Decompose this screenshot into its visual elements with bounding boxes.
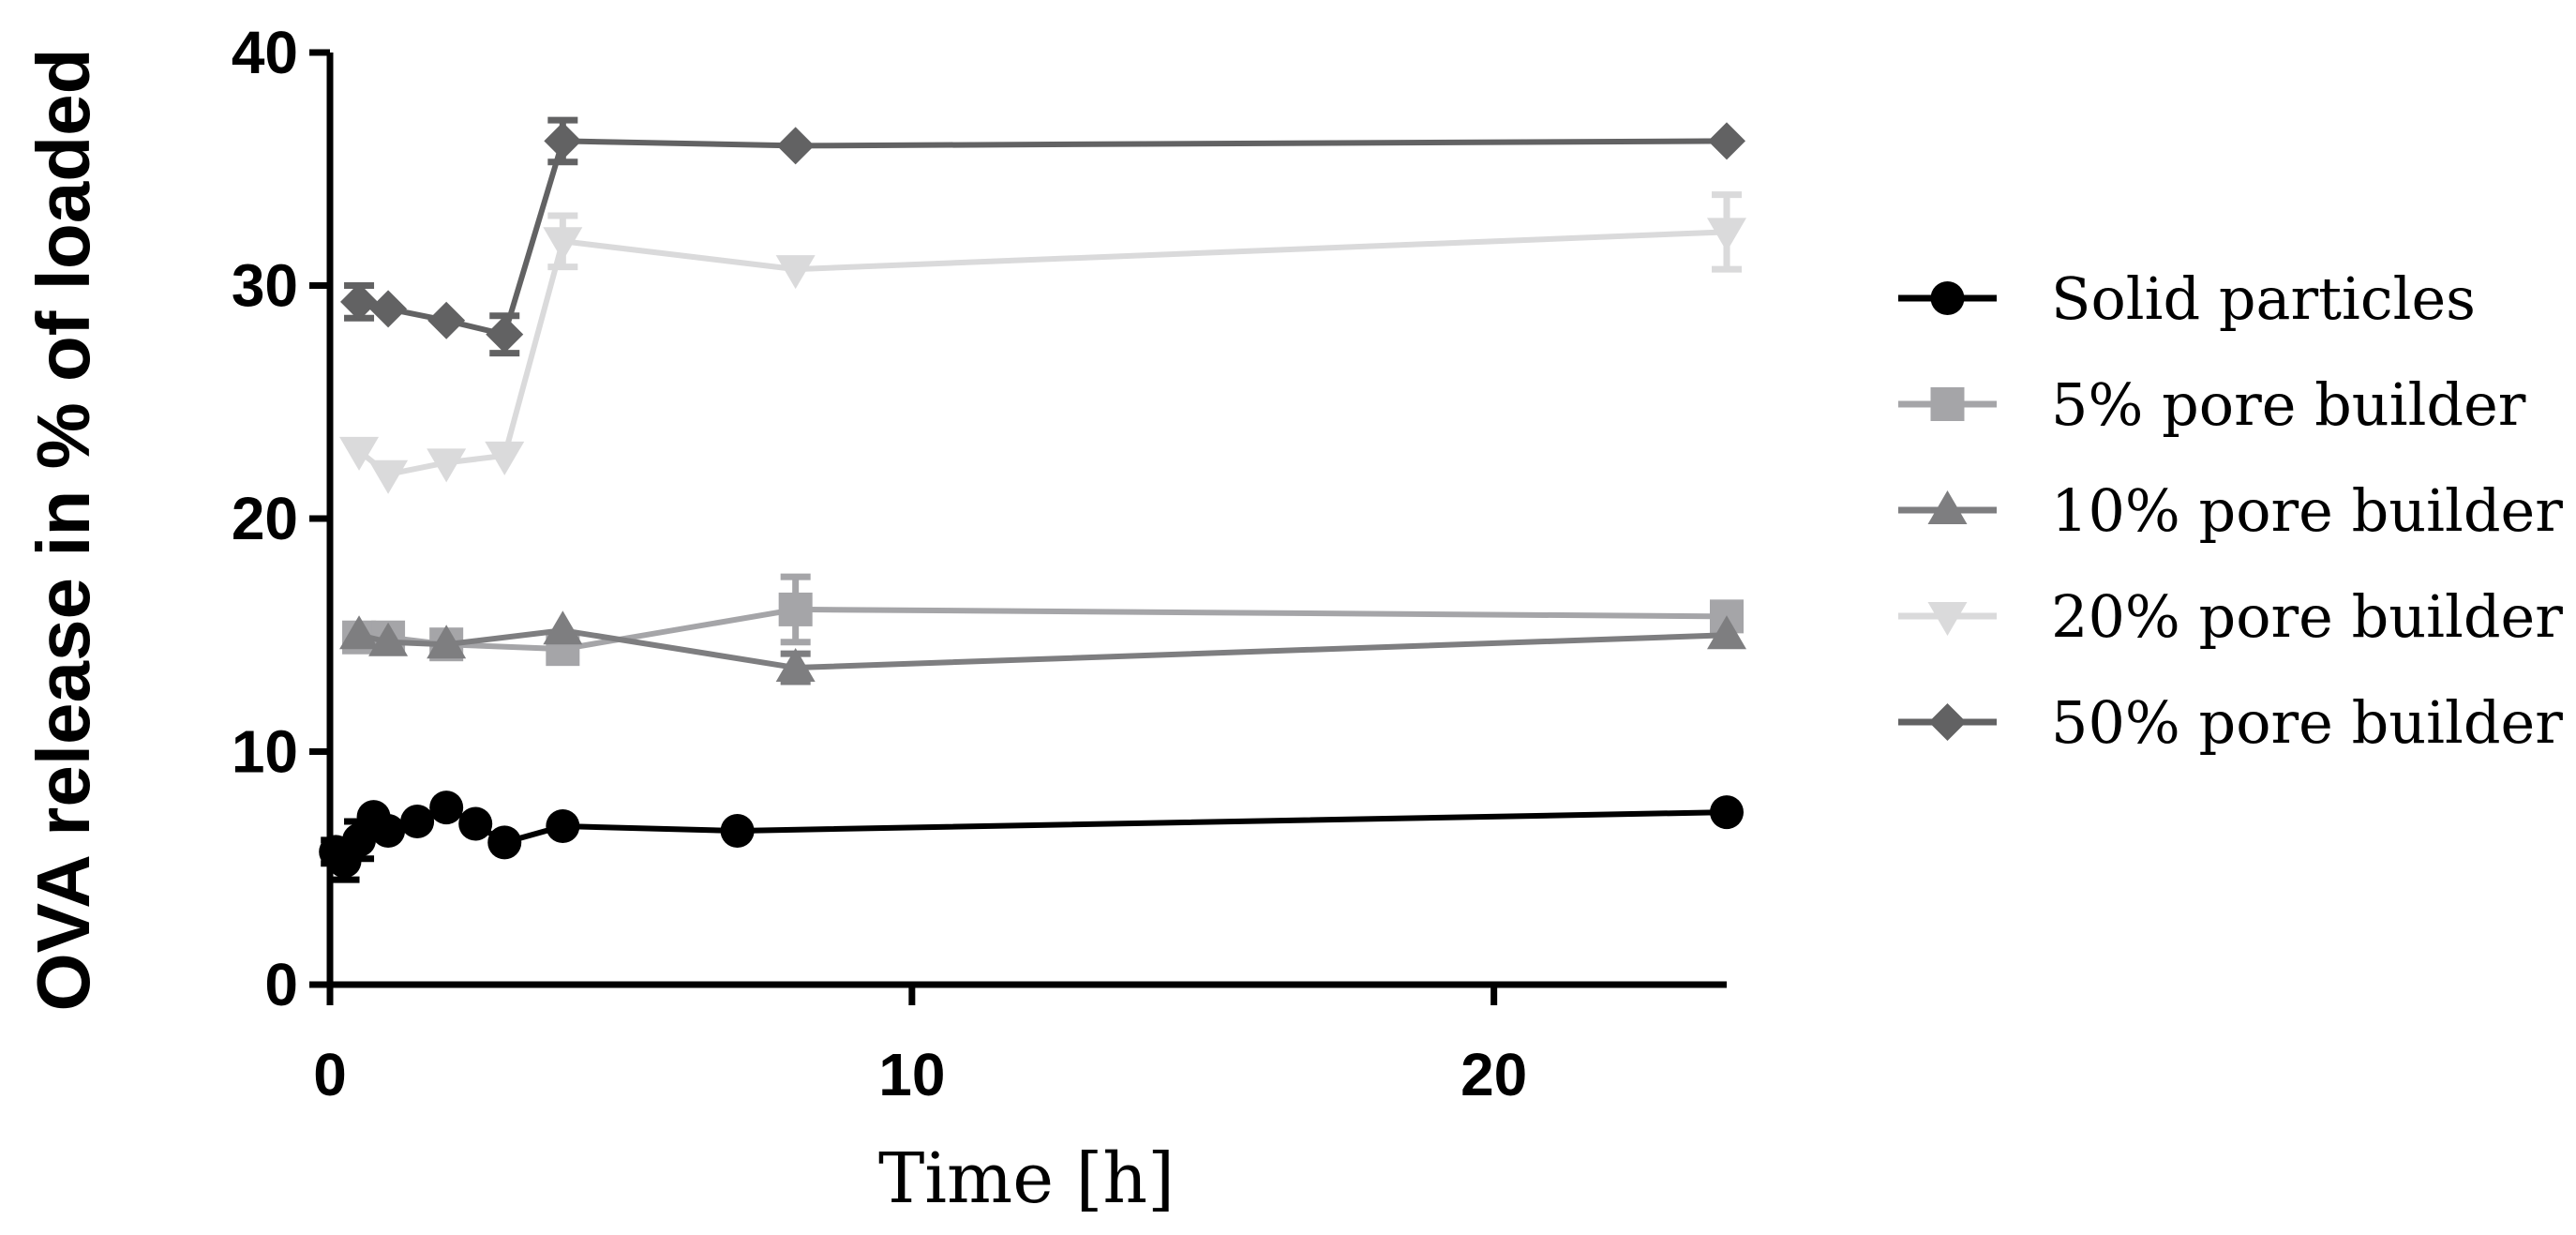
data-point <box>339 615 380 650</box>
x-tick-label: 10 <box>878 1041 945 1108</box>
legend-label: 5% pore builder <box>2051 370 2526 439</box>
data-point <box>485 441 525 475</box>
data-point <box>369 290 408 328</box>
x-tick-label: 0 <box>313 1041 347 1108</box>
axes <box>326 53 1727 988</box>
legend-item: 50% pore builder <box>1898 688 2563 757</box>
legend-marker <box>1930 387 1965 421</box>
data-point <box>487 825 522 860</box>
x-ticks: 0 10 20 <box>313 985 1527 1108</box>
data-point <box>775 648 816 683</box>
data-point <box>778 592 813 626</box>
data-point <box>543 227 583 262</box>
data-point <box>429 791 464 825</box>
series-3 <box>339 610 1746 685</box>
series-layer <box>319 116 1746 883</box>
legend-label: Solid particles <box>2051 264 2476 333</box>
y-ticks: 0 10 20 30 40 <box>232 19 330 1018</box>
data-point <box>1710 795 1744 830</box>
y-tick-label: 40 <box>232 19 298 86</box>
legend-label: 20% pore builder <box>2051 582 2563 651</box>
y-axis-title: OVA release in % of loaded <box>22 49 105 1012</box>
data-point <box>340 282 379 321</box>
data-point <box>720 813 755 848</box>
data-point <box>543 610 583 645</box>
data-point <box>1707 615 1746 650</box>
x-axis-title: Time [h] <box>878 1138 1175 1219</box>
legend-item: Solid particles <box>1898 264 2476 333</box>
x-tick-label: 20 <box>1460 1041 1527 1108</box>
legend-marker <box>1928 703 1967 741</box>
data-point <box>427 301 466 339</box>
y-tick-label: 0 <box>264 951 298 1018</box>
series-5 <box>340 116 1745 357</box>
data-point <box>400 805 435 839</box>
data-point <box>546 809 580 844</box>
data-point <box>427 625 467 659</box>
legend-marker <box>1927 490 1968 524</box>
data-point <box>1708 122 1745 160</box>
data-point <box>371 813 406 848</box>
data-point <box>368 459 409 494</box>
data-point <box>776 127 815 165</box>
legend-marker <box>1930 281 1965 315</box>
legend: Solid particles 5% pore builder 10% pore b… <box>1898 264 2563 757</box>
legend-marker <box>1927 602 1968 636</box>
data-point <box>486 315 524 354</box>
data-point <box>368 622 409 656</box>
legend-item: 20% pore builder <box>1898 582 2563 651</box>
legend-label: 10% pore builder <box>2051 476 2563 545</box>
series-2 <box>342 573 1744 667</box>
y-tick-label: 30 <box>232 252 298 320</box>
legend-label: 50% pore builder <box>2051 688 2563 757</box>
data-point <box>339 436 380 471</box>
data-point <box>1707 218 1746 252</box>
legend-item: 10% pore builder <box>1898 476 2563 545</box>
data-point <box>427 448 467 483</box>
y-tick-label: 20 <box>232 485 298 552</box>
series-1 <box>319 791 1744 883</box>
series-line <box>334 805 1728 865</box>
data-point <box>458 806 493 841</box>
series-4 <box>339 191 1746 494</box>
data-point <box>775 255 816 290</box>
y-tick-label: 10 <box>232 718 298 786</box>
data-point <box>544 122 582 160</box>
legend-item: 5% pore builder <box>1898 370 2526 439</box>
